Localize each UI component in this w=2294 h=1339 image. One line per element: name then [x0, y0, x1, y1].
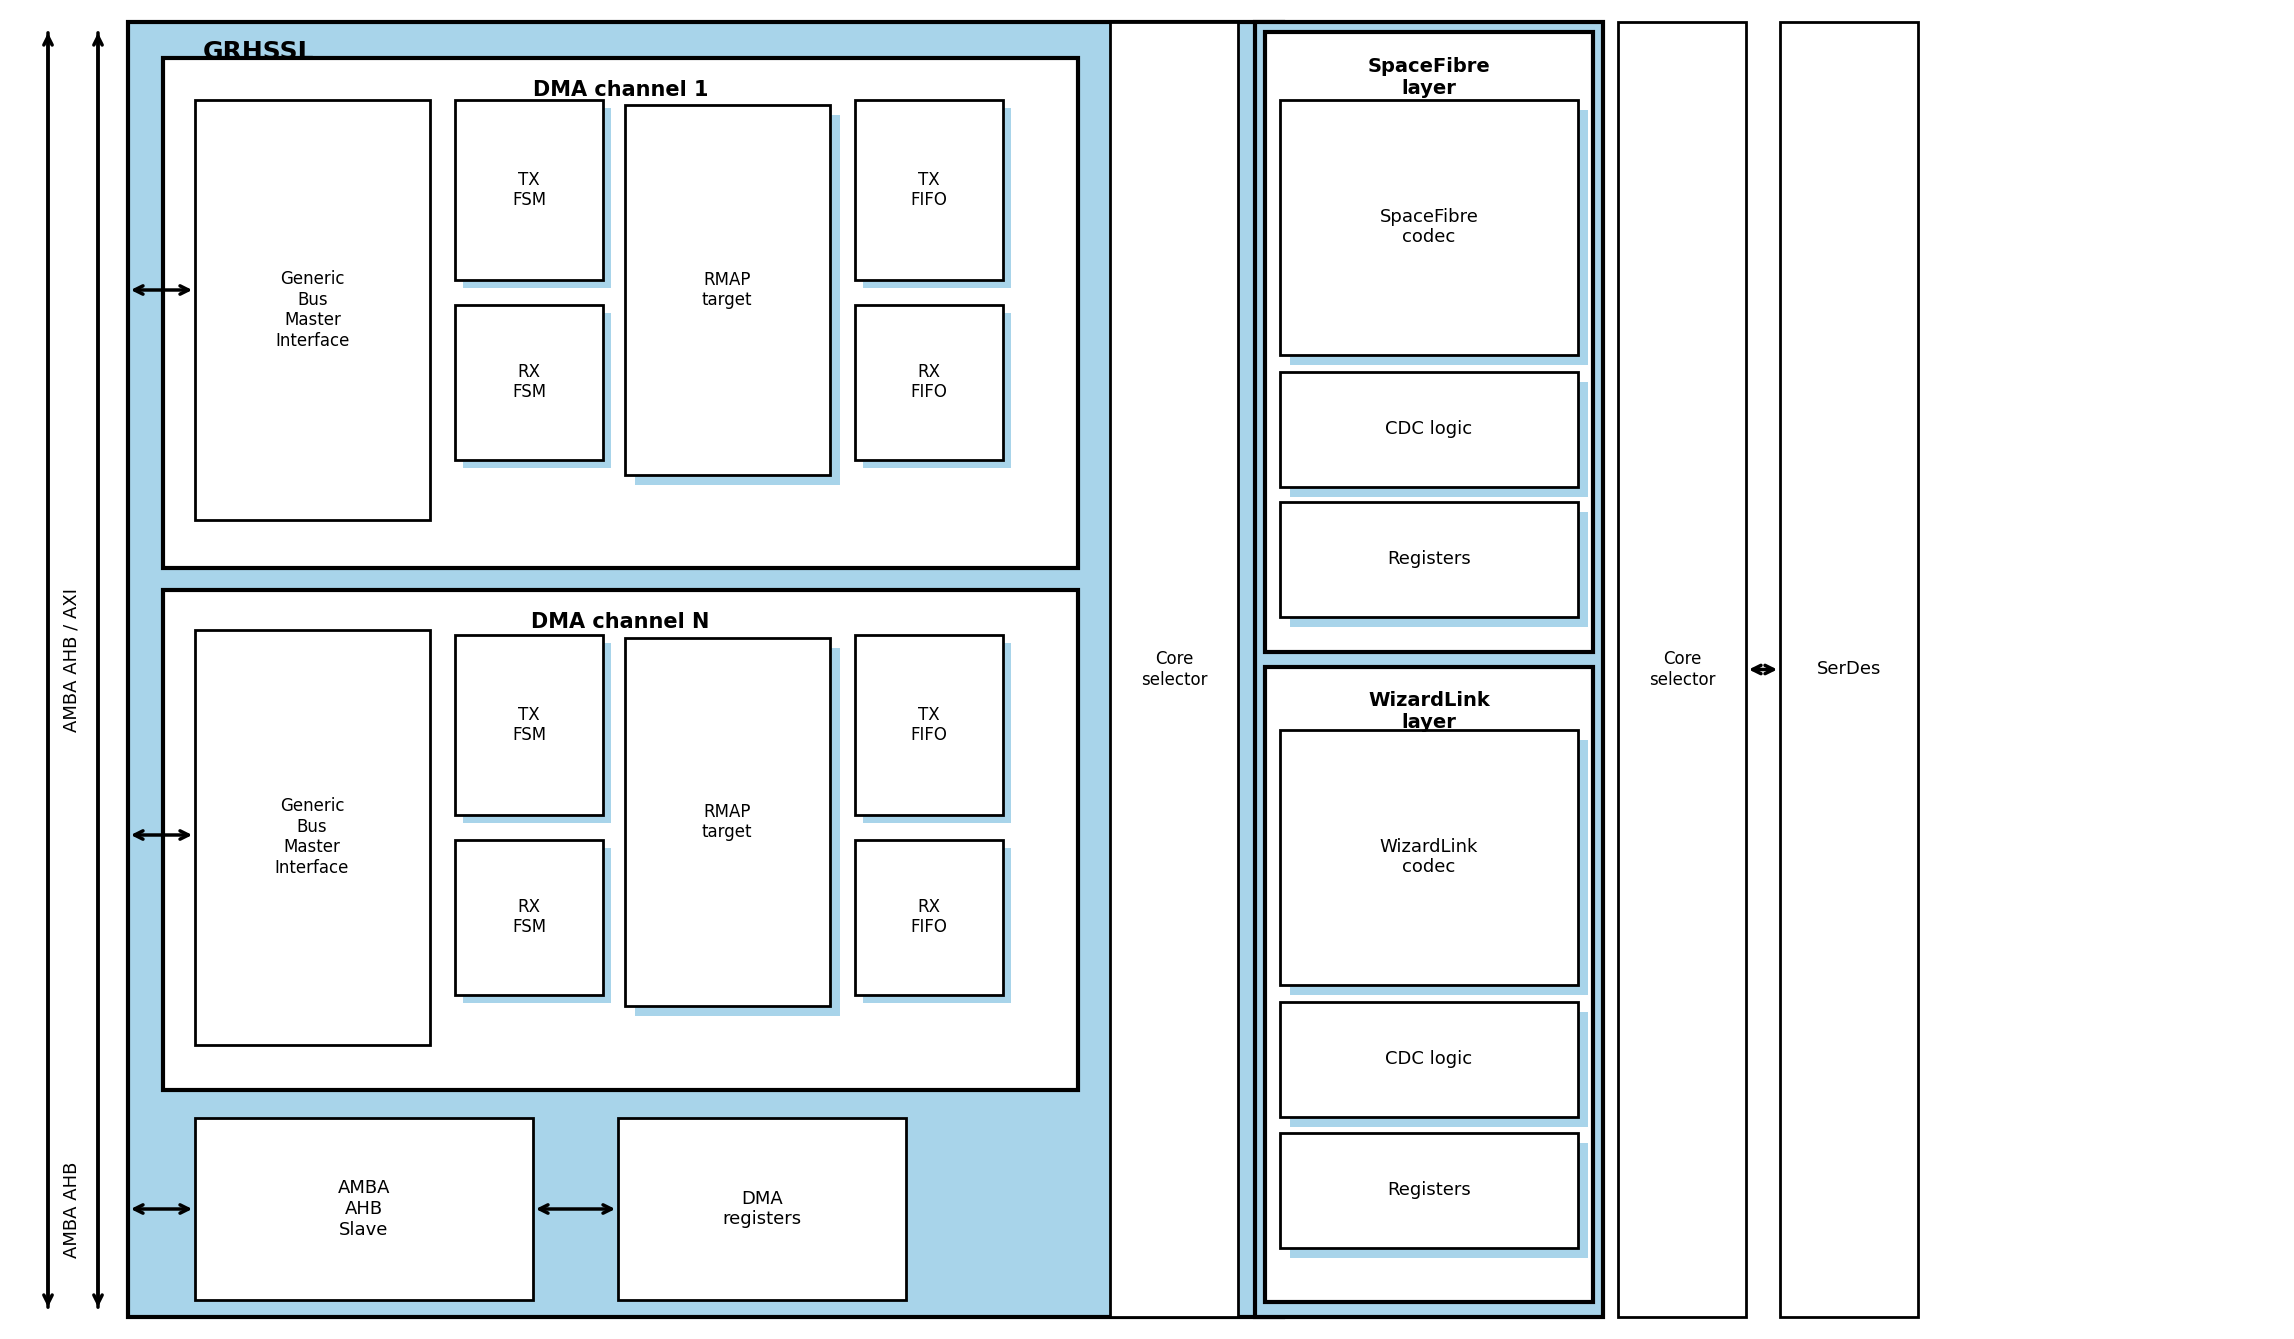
Bar: [863, 643, 1012, 823]
Text: RX
FIFO: RX FIFO: [911, 363, 947, 402]
Bar: [1280, 100, 1578, 355]
Bar: [1264, 32, 1592, 652]
Text: Generic
Bus
Master
Interface: Generic Bus Master Interface: [275, 269, 349, 351]
Text: AMBA AHB: AMBA AHB: [62, 1162, 80, 1259]
Text: Registers: Registers: [1388, 1181, 1470, 1198]
Text: DMA channel N: DMA channel N: [532, 612, 709, 632]
Bar: [463, 643, 610, 823]
Bar: [635, 115, 840, 485]
Text: TX
FIFO: TX FIFO: [911, 706, 947, 744]
Text: Generic
Bus
Master
Interface: Generic Bus Master Interface: [275, 797, 349, 877]
Bar: [195, 1118, 532, 1300]
Bar: [863, 848, 1012, 1003]
Bar: [128, 21, 1282, 1318]
Bar: [454, 840, 603, 995]
Bar: [1110, 21, 1239, 1318]
Text: TX
FSM: TX FSM: [512, 706, 546, 744]
Bar: [1255, 21, 1604, 1318]
Text: RMAP
target: RMAP target: [702, 802, 752, 841]
Bar: [863, 108, 1012, 288]
Bar: [856, 305, 1002, 461]
Text: RX
FSM: RX FSM: [512, 363, 546, 402]
Bar: [1289, 1012, 1587, 1127]
Bar: [1289, 382, 1587, 497]
Text: WizardLink
codec: WizardLink codec: [1379, 838, 1477, 877]
Bar: [635, 648, 840, 1016]
Bar: [624, 637, 830, 1006]
Text: WizardLink
layer: WizardLink layer: [1367, 691, 1489, 732]
Bar: [1280, 372, 1578, 487]
Text: TX
FSM: TX FSM: [512, 170, 546, 209]
Text: CDC logic: CDC logic: [1386, 1050, 1473, 1069]
Bar: [617, 1118, 906, 1300]
Bar: [195, 100, 429, 520]
Bar: [463, 313, 610, 469]
Bar: [1617, 21, 1746, 1318]
Bar: [1280, 1133, 1578, 1248]
Text: Core
selector: Core selector: [1649, 651, 1716, 688]
Text: RX
FIFO: RX FIFO: [911, 897, 947, 936]
Bar: [856, 635, 1002, 815]
Text: TX
FIFO: TX FIFO: [911, 170, 947, 209]
Bar: [1280, 730, 1578, 986]
Bar: [856, 840, 1002, 995]
Text: RMAP
target: RMAP target: [702, 270, 752, 309]
Bar: [624, 104, 830, 475]
Text: GRHSSL: GRHSSL: [202, 40, 314, 64]
Text: AMBA AHB / AXI: AMBA AHB / AXI: [62, 588, 80, 732]
Text: Registers: Registers: [1388, 550, 1470, 568]
Text: AMBA
AHB
Slave: AMBA AHB Slave: [337, 1180, 390, 1239]
Bar: [1289, 1144, 1587, 1259]
Bar: [863, 313, 1012, 469]
Bar: [1289, 110, 1587, 366]
Bar: [454, 100, 603, 280]
Bar: [463, 848, 610, 1003]
Bar: [1780, 21, 1918, 1318]
Text: CDC logic: CDC logic: [1386, 420, 1473, 438]
Text: SpaceFibre
codec: SpaceFibre codec: [1379, 208, 1477, 246]
Text: RX
FSM: RX FSM: [512, 897, 546, 936]
Text: DMA
registers: DMA registers: [723, 1189, 801, 1228]
Bar: [163, 58, 1078, 568]
Bar: [1289, 511, 1587, 627]
Text: Core
selector: Core selector: [1140, 651, 1207, 688]
Bar: [463, 108, 610, 288]
Bar: [454, 305, 603, 461]
Text: SpaceFibre
layer: SpaceFibre layer: [1367, 56, 1491, 98]
Bar: [454, 635, 603, 815]
Text: SerDes: SerDes: [1817, 660, 1881, 679]
Bar: [1264, 667, 1592, 1302]
Bar: [1280, 502, 1578, 617]
Bar: [1289, 740, 1587, 995]
Text: DMA channel 1: DMA channel 1: [532, 80, 709, 100]
Bar: [1280, 1002, 1578, 1117]
Bar: [856, 100, 1002, 280]
Bar: [163, 590, 1078, 1090]
Bar: [195, 631, 429, 1044]
